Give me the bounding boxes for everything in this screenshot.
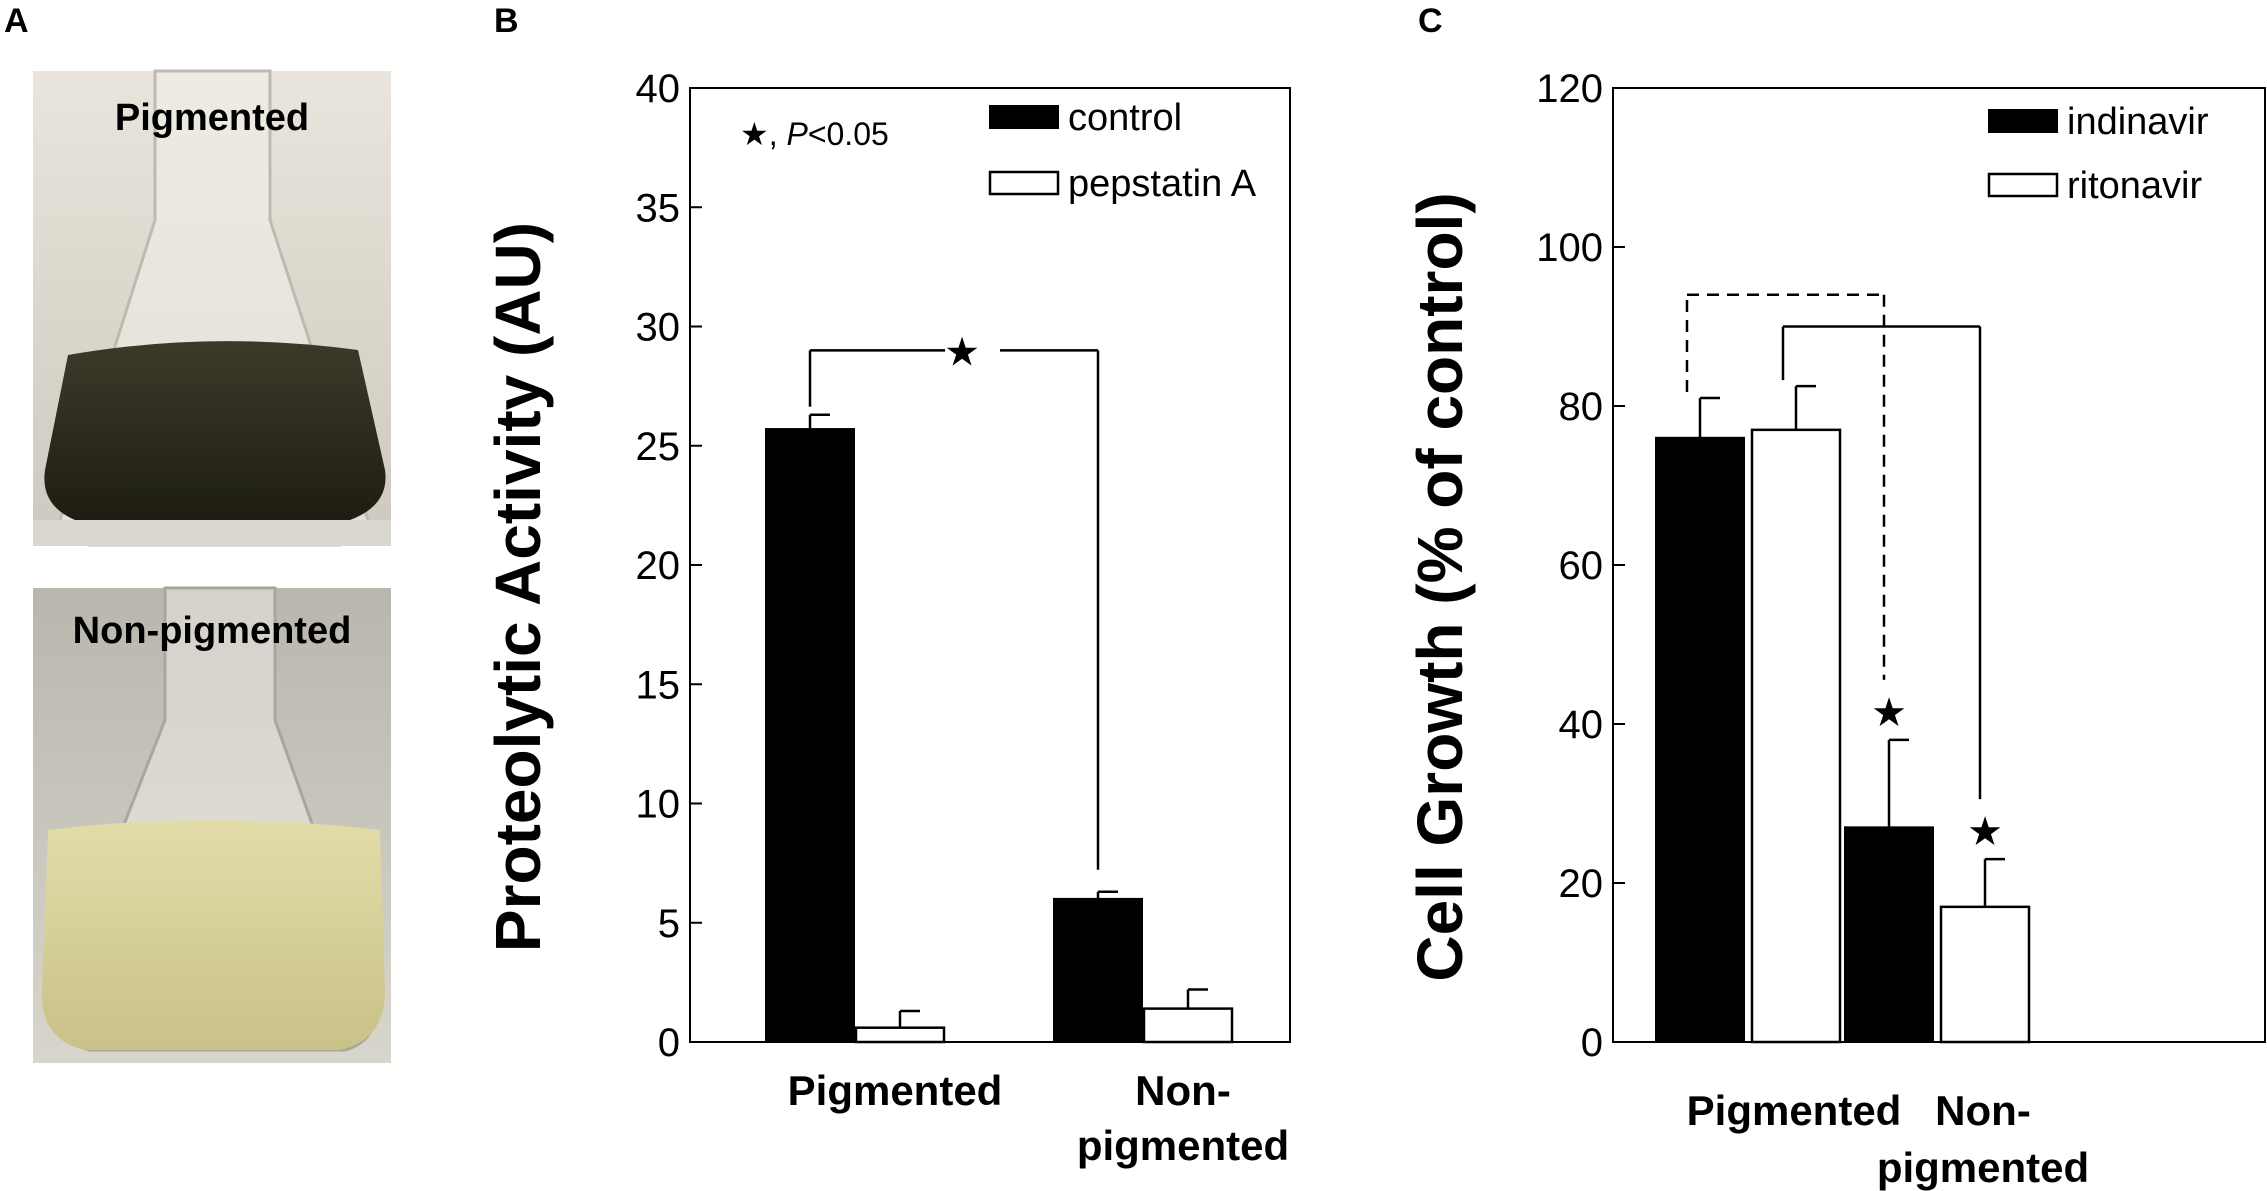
y-tick-label: 20: [636, 544, 681, 588]
y-axis-label: Proteolytic Activity (AU): [482, 222, 554, 952]
x-category-label: Non-: [1135, 1067, 1231, 1114]
panel-c-letter: C: [1418, 2, 1443, 40]
flask-liquid-pigmented: [44, 341, 386, 520]
bar-pepstatin-A: [1142, 1007, 1234, 1044]
photo-pigmented: Pigmented: [33, 69, 391, 547]
y-tick-label: 20: [1559, 862, 1604, 906]
y-tick-label: 60: [1559, 544, 1604, 588]
y-tick-label: 80: [1559, 385, 1604, 429]
panel-b-letter: B: [494, 2, 519, 40]
photo-non-pigmented-label: Non-pigmented: [73, 610, 352, 652]
y-tick-label: 120: [1536, 67, 1603, 111]
y-tick-label: 30: [636, 306, 681, 350]
bar-indinavir: [1655, 436, 1745, 1043]
significance-star: ★: [1871, 691, 1907, 735]
x-category-label: Pigmented: [1687, 1087, 1902, 1134]
legend-swatch: [989, 105, 1059, 129]
y-tick-label: 40: [636, 67, 681, 111]
x-category-label: Non-: [1935, 1087, 2031, 1134]
y-tick-label: 5: [658, 902, 680, 946]
panel-a: A Pigmented Non-pigmented: [4, 2, 391, 1063]
significance-star: ★: [944, 330, 980, 374]
y-tick-label: 0: [1581, 1021, 1603, 1065]
y-tick-label: 10: [636, 783, 681, 827]
legend-label: pepstatin A: [1068, 163, 1257, 205]
legend-label: control: [1068, 97, 1182, 139]
bar-control: [765, 428, 855, 1043]
legend-swatch: [1987, 172, 2059, 198]
bar-ritonavir: [1939, 905, 2031, 1044]
legend-label: indinavir: [2067, 101, 2209, 143]
y-tick-label: 0: [658, 1021, 680, 1065]
panel-b-chart: B 0 5 10 15 20 25 30 35 40 Proteolytic Activity (…: [482, 2, 1291, 1169]
flask-liquid-non-pigmented: [41, 820, 386, 1050]
photo-pigmented-table: [33, 520, 391, 546]
legend-label: ritonavir: [2067, 165, 2202, 207]
x-category-label-line2: pigmented: [1877, 1144, 2089, 1191]
y-axis-label: Cell Growth (% of control): [1404, 192, 1476, 981]
legend-swatch: [988, 170, 1060, 196]
panel-a-letter: A: [4, 2, 29, 40]
significance-star: ★: [1967, 810, 2003, 854]
y-tick-label: 25: [636, 425, 681, 469]
x-category-label: Pigmented: [788, 1067, 1003, 1114]
legend-swatch: [1988, 109, 2058, 133]
photo-pigmented-label: Pigmented: [115, 97, 309, 139]
y-tick-label: 40: [1559, 703, 1604, 747]
x-category-label-line2: pigmented: [1077, 1122, 1289, 1169]
bar-ritonavir: [1750, 428, 1842, 1044]
bar-indinavir: [1844, 826, 1934, 1043]
panel-c-chart: C 0 20 40 60 80 100 120 Cell Growth (% of contr…: [1404, 2, 2266, 1191]
y-tick-label: 100: [1536, 226, 1603, 270]
y-tick-label: 35: [636, 186, 681, 230]
y-tick-label: 15: [636, 663, 681, 707]
bar-pepstatin-A: [854, 1026, 946, 1044]
photo-non-pigmented: Non-pigmented: [33, 586, 391, 1063]
p-value-note: ★, P<0.05: [740, 116, 889, 152]
bar-control: [1053, 897, 1143, 1044]
